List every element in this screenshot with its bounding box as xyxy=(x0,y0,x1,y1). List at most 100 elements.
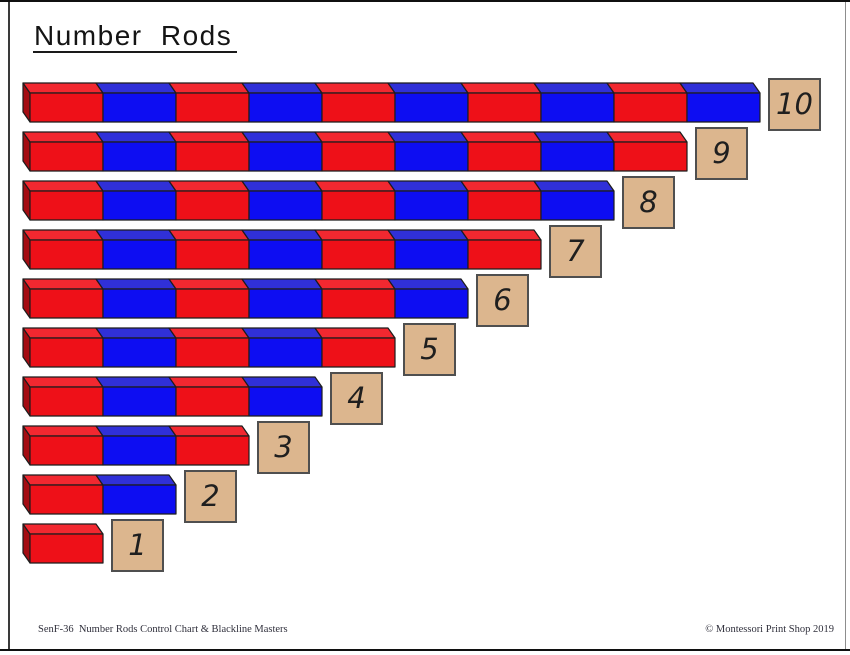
rod-7-seg-4-top xyxy=(241,229,323,241)
rod-9-seg-7-top xyxy=(460,131,542,143)
rod-10-seg-7-top xyxy=(460,82,542,94)
rod-1 xyxy=(22,523,104,564)
rod-10-seg-9-front xyxy=(613,92,688,123)
rod-6-seg-6-front xyxy=(394,288,469,319)
page-border-bottom xyxy=(0,649,850,651)
rod-9-seg-9-front xyxy=(613,141,688,172)
number-tile-4: 4 xyxy=(330,372,383,425)
rod-3 xyxy=(22,425,250,466)
rod-10-seg-7-front xyxy=(467,92,542,123)
rod-6-seg-1-front xyxy=(29,288,104,319)
footer-reference: SenF-36 Number Rods Control Chart & Blac… xyxy=(38,624,288,635)
rod-10 xyxy=(22,82,761,123)
rod-6-seg-1-top xyxy=(22,278,104,290)
rod-7 xyxy=(22,229,542,270)
rod-10-seg-2-front xyxy=(102,92,177,123)
footer-copyright: © Montessori Print Shop 2019 xyxy=(705,624,834,635)
rod-6-seg-5-top xyxy=(314,278,396,290)
rod-5 xyxy=(22,327,396,368)
rod-6-seg-3-top xyxy=(168,278,250,290)
rod-10-seg-3-top xyxy=(168,82,250,94)
number-tile-10: 10 xyxy=(768,78,821,131)
rod-9-seg-7-front xyxy=(467,141,542,172)
rod-1-seg-1-top xyxy=(22,523,104,535)
number-tile-7: 7 xyxy=(549,225,602,278)
rod-9-seg-6-front xyxy=(394,141,469,172)
rod-9-seg-4-top xyxy=(241,131,323,143)
rod-9-seg-2-top xyxy=(95,131,177,143)
rod-2 xyxy=(22,474,177,515)
rod-3-seg-1-front xyxy=(29,435,104,466)
rod-8-seg-5-front xyxy=(321,190,396,221)
page-title: Number Rods xyxy=(33,22,238,53)
rod-8-seg-6-front xyxy=(394,190,469,221)
rod-9-seg-4-front xyxy=(248,141,323,172)
rod-8-seg-8-front xyxy=(540,190,615,221)
rod-7-seg-1-top xyxy=(22,229,104,241)
rod-4-seg-1-top xyxy=(22,376,104,388)
rod-7-seg-4-front xyxy=(248,239,323,270)
rod-9 xyxy=(22,131,688,172)
rod-8-seg-7-front xyxy=(467,190,542,221)
rod-6-seg-2-top xyxy=(95,278,177,290)
rod-4-seg-1-front xyxy=(29,386,104,417)
rod-10-seg-4-front xyxy=(248,92,323,123)
rod-10-seg-1-front xyxy=(29,92,104,123)
rod-9-seg-5-top xyxy=(314,131,396,143)
rod-7-seg-2-top xyxy=(95,229,177,241)
rod-9-seg-8-top xyxy=(533,131,615,143)
rod-4-seg-3-top xyxy=(168,376,250,388)
page-border-right xyxy=(845,2,846,649)
rod-2-seg-2-front xyxy=(102,484,177,515)
rod-9-seg-2-front xyxy=(102,141,177,172)
rod-5-seg-1-top xyxy=(22,327,104,339)
rod-8-seg-7-top xyxy=(460,180,542,192)
rod-10-seg-6-front xyxy=(394,92,469,123)
number-tile-9: 9 xyxy=(695,127,748,180)
number-tile-5: 5 xyxy=(403,323,456,376)
rod-10-seg-9-top xyxy=(606,82,688,94)
rod-2-seg-1-front xyxy=(29,484,104,515)
rod-7-seg-2-front xyxy=(102,239,177,270)
rod-6-seg-3-front xyxy=(175,288,250,319)
rod-3-seg-1-top xyxy=(22,425,104,437)
rod-8-seg-3-top xyxy=(168,180,250,192)
rod-8-seg-5-top xyxy=(314,180,396,192)
rod-6-seg-6-top xyxy=(387,278,469,290)
rod-1-seg-1-front xyxy=(29,533,104,564)
rod-9-seg-1-front xyxy=(29,141,104,172)
rod-9-seg-9-top xyxy=(606,131,688,143)
rod-7-seg-5-front xyxy=(321,239,396,270)
rod-5-seg-2-top xyxy=(95,327,177,339)
rod-8-seg-1-top xyxy=(22,180,104,192)
page-border-left xyxy=(8,2,10,649)
number-tile-8: 8 xyxy=(622,176,675,229)
rod-6-seg-2-front xyxy=(102,288,177,319)
rod-3-seg-3-front xyxy=(175,435,250,466)
rod-7-seg-7-top xyxy=(460,229,542,241)
rod-8-seg-4-front xyxy=(248,190,323,221)
rod-8-seg-3-front xyxy=(175,190,250,221)
rod-8-seg-1-front xyxy=(29,190,104,221)
rod-5-seg-3-top xyxy=(168,327,250,339)
rod-2-seg-2-top xyxy=(95,474,177,486)
rod-10-seg-8-front xyxy=(540,92,615,123)
rod-6-seg-5-front xyxy=(321,288,396,319)
rod-7-seg-6-front xyxy=(394,239,469,270)
rod-5-seg-2-front xyxy=(102,337,177,368)
rod-6 xyxy=(22,278,469,319)
rod-7-seg-3-front xyxy=(175,239,250,270)
rod-10-seg-6-top xyxy=(387,82,469,94)
rod-9-seg-1-top xyxy=(22,131,104,143)
rod-6-seg-4-front xyxy=(248,288,323,319)
rod-5-seg-3-front xyxy=(175,337,250,368)
rod-8 xyxy=(22,180,615,221)
rod-7-seg-7-front xyxy=(467,239,542,270)
rod-7-seg-3-top xyxy=(168,229,250,241)
rod-10-seg-5-top xyxy=(314,82,396,94)
rod-9-seg-8-front xyxy=(540,141,615,172)
rod-8-seg-2-front xyxy=(102,190,177,221)
rod-10-seg-10-top xyxy=(679,82,761,94)
rod-10-seg-2-top xyxy=(95,82,177,94)
